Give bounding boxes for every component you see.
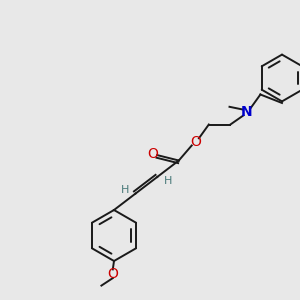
Text: H: H xyxy=(121,185,129,195)
Text: O: O xyxy=(190,135,201,149)
Text: H: H xyxy=(164,176,172,186)
Text: N: N xyxy=(241,105,253,119)
Text: O: O xyxy=(147,147,158,161)
Text: O: O xyxy=(107,267,118,280)
